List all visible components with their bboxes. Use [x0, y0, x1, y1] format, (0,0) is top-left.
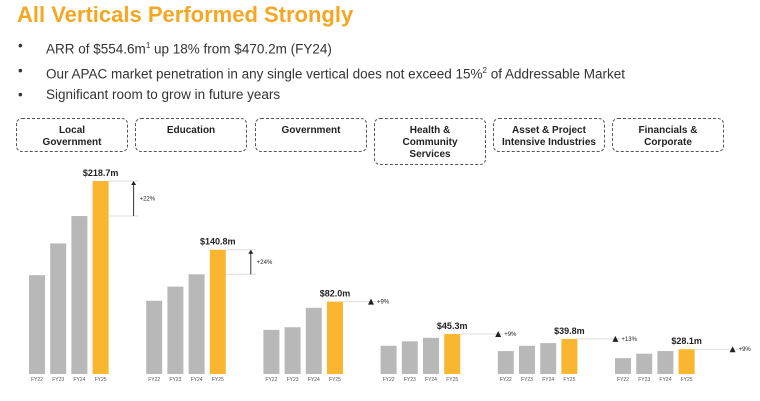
- bar-fy25: [92, 181, 109, 374]
- x-tick-label: FY23: [404, 377, 416, 383]
- bar-fy22: [615, 358, 631, 374]
- bar-fy22: [380, 345, 397, 374]
- x-tick-label: FY24: [73, 377, 85, 383]
- x-tick-label: FY23: [638, 377, 650, 383]
- arrow-up-icon: [495, 331, 502, 338]
- bar-fy24: [188, 274, 205, 374]
- bullet-item: • Our APAC market penetration in any sing…: [18, 62, 626, 82]
- x-tick-label: FY24: [425, 377, 437, 383]
- growth-label: +22%: [140, 197, 156, 203]
- x-tick-label: FY24: [542, 377, 554, 383]
- x-tick-label: FY25: [95, 377, 107, 383]
- value-label: $39.8m: [554, 326, 585, 336]
- footnote: 2: [482, 65, 487, 75]
- arrow-up-icon: [131, 181, 137, 185]
- bar-fy23: [284, 327, 301, 374]
- vertical-name: Government: [281, 125, 341, 136]
- bar-fy22: [29, 275, 45, 374]
- vertical-label-health: Health & Community Services: [374, 118, 486, 165]
- x-tick-label: FY23: [521, 377, 533, 383]
- x-tick-label: FY25: [446, 377, 458, 383]
- x-tick-label: FY22: [148, 377, 160, 383]
- bullet-text: up 18% from $470.2m (FY24): [150, 41, 332, 57]
- bar-fy23: [636, 353, 653, 374]
- bar-fy23: [401, 341, 418, 374]
- x-tick-label: FY25: [681, 377, 693, 383]
- bar-fy25: [327, 301, 343, 374]
- bar-fy25: [561, 338, 578, 374]
- bullet-list: • ARR of $554.6m1 up 18% from $470.2m (FY…: [18, 35, 625, 105]
- x-tick-label: FY23: [287, 377, 299, 383]
- vertical-name: Education: [166, 125, 216, 136]
- x-tick-label: FY22: [500, 377, 512, 383]
- value-label: $82.0m: [320, 289, 351, 299]
- x-tick-label: FY22: [383, 377, 395, 383]
- bar-fy24: [657, 351, 674, 374]
- page-title: All Verticals Performed Strongly: [17, 2, 354, 27]
- bar-fy23: [519, 345, 535, 374]
- vertical-label-education: Education: [135, 118, 247, 152]
- vertical-label-local-government: Local Government: [16, 118, 128, 152]
- value-label: $28.1m: [671, 336, 702, 346]
- bullet-text: Our APAC market penetration in any singl…: [46, 66, 483, 81]
- bar-fy22: [497, 351, 514, 374]
- arrow-up-icon: [248, 249, 254, 254]
- bar-fy25: [209, 249, 226, 374]
- x-tick-label: FY25: [563, 377, 575, 383]
- bar-fy25: [678, 349, 695, 374]
- bar-fy24: [423, 337, 439, 374]
- vertical-name: Asset & Project Intensive Industries: [502, 125, 596, 148]
- x-tick-label: FY25: [212, 377, 224, 383]
- bullet-text: ARR of $554.6m: [46, 41, 146, 57]
- vertical-label-asset-project: Asset & Project Intensive Industries: [493, 118, 605, 152]
- bar-fy24: [71, 216, 88, 374]
- x-tick-label: FY24: [308, 377, 320, 383]
- bar-fy22: [263, 329, 280, 374]
- x-tick-label: FY22: [31, 377, 43, 383]
- x-tick-label: FY22: [265, 377, 277, 383]
- arrow-up-icon: [729, 346, 736, 353]
- x-tick-label: FY23: [52, 377, 64, 383]
- vertical-label-financials: Financials & Corporate: [612, 118, 724, 152]
- bullet-text: Significant room to grow in future years: [46, 87, 281, 102]
- footnote: 1: [145, 41, 151, 50]
- x-tick-label: FY24: [659, 377, 671, 383]
- vertical-label-government: Government: [255, 118, 367, 152]
- bullet-item: • ARR of $554.6m1 up 18% from $470.2m (FY…: [18, 38, 332, 57]
- value-label: $140.8m: [200, 237, 236, 247]
- growth-label: +9%: [739, 347, 752, 353]
- bullet-text: of Addressable Market: [486, 66, 626, 81]
- x-tick-label: FY22: [617, 377, 629, 383]
- arrow-up-icon: [612, 335, 619, 342]
- bar-fy24: [305, 307, 322, 374]
- x-tick-label: FY25: [329, 377, 341, 383]
- value-label: $45.3m: [437, 321, 468, 331]
- x-tick-label: FY23: [169, 377, 181, 383]
- growth-label: +24%: [257, 260, 273, 266]
- bar-fy24: [540, 343, 557, 374]
- bar-fy23: [50, 243, 67, 374]
- value-label: $218.7m: [83, 168, 119, 178]
- vertical-name: Local Government: [42, 125, 102, 148]
- growth-label: +9%: [377, 300, 390, 306]
- vertical-name: Health & Community Services: [402, 125, 458, 160]
- bar-fy23: [167, 286, 184, 374]
- growth-label: +9%: [504, 332, 517, 338]
- bullet-item: • Significant room to grow in future year…: [18, 84, 625, 105]
- bar-fy25: [444, 334, 461, 374]
- growth-label: +13%: [621, 337, 637, 343]
- arrow-up-icon: [368, 298, 374, 305]
- bar-fy22: [146, 300, 163, 374]
- x-tick-label: FY24: [191, 377, 203, 383]
- vertical-name: Financials & Corporate: [638, 125, 698, 148]
